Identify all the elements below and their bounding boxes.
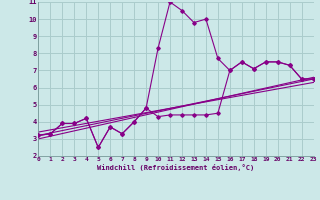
X-axis label: Windchill (Refroidissement éolien,°C): Windchill (Refroidissement éolien,°C): [97, 164, 255, 171]
